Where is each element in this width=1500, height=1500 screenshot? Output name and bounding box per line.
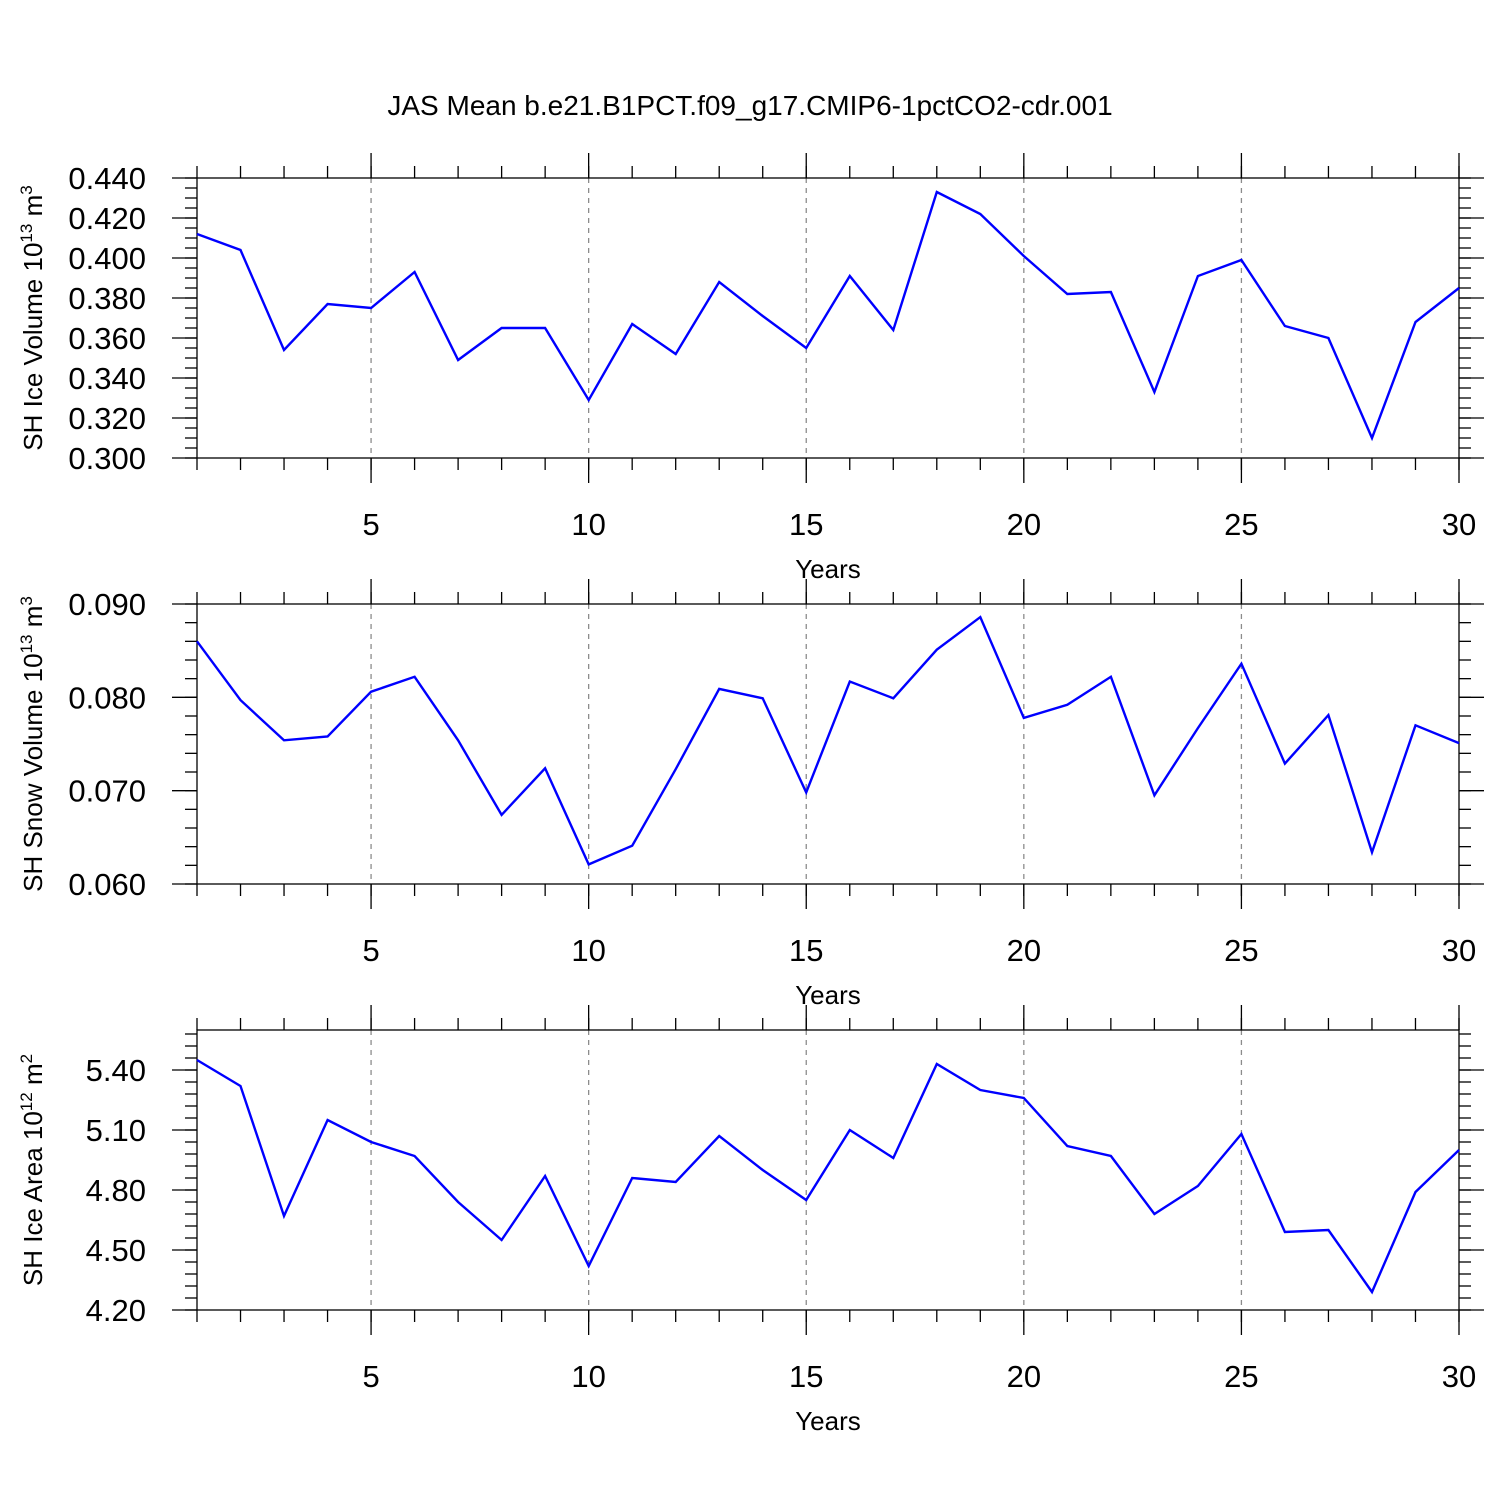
y-axis-label-exp: 13 (17, 634, 36, 653)
y-tick-label: 0.060 (68, 867, 146, 902)
x-tick-label: 25 (1224, 933, 1258, 968)
y-tick-label: 0.090 (68, 587, 146, 622)
y-axis-label-base: SH Snow Volume 10 (18, 653, 48, 891)
x-tick-label: 5 (362, 1359, 379, 1394)
x-tick-label: 10 (571, 507, 605, 542)
y-tick-label: 0.360 (68, 321, 146, 356)
y-axis-label-unit-exp: 3 (17, 185, 36, 194)
y-axis-label: SH Ice Area 1012 m2 (17, 1054, 48, 1286)
y-tick-label: 0.340 (68, 361, 146, 396)
y-tick-label: 5.10 (86, 1113, 146, 1148)
y-tick-label: 0.300 (68, 441, 146, 476)
x-tick-label: 10 (571, 933, 605, 968)
plot-frame (196, 1029, 1460, 1311)
y-tick-label: 0.380 (68, 281, 146, 316)
y-tick-label: 4.20 (86, 1293, 146, 1328)
y-axis-label-unit: m (18, 195, 48, 224)
x-tick-label: 15 (789, 507, 823, 542)
x-tick-label: 10 (571, 1359, 605, 1394)
y-tick-label: 0.440 (68, 161, 146, 196)
y-tick-label: 0.070 (68, 774, 146, 809)
y-axis-label: SH Ice Volume 1013 m3 (17, 185, 48, 450)
x-tick-label: 20 (1007, 1359, 1041, 1394)
y-tick-label: 5.40 (86, 1053, 146, 1088)
y-axis-label-base: SH Ice Area 10 (18, 1111, 48, 1286)
y-tick-label: 0.400 (68, 241, 146, 276)
x-axis-label: Years (795, 980, 861, 1010)
plot-frame (196, 603, 1460, 885)
panel-1: 5 10 15 20 25 30 0.300 0.320 0.340 0.360 0.380 0.40… (17, 153, 1484, 584)
x-tick-label: 5 (362, 933, 379, 968)
x-tick-label: 25 (1224, 1359, 1258, 1394)
y-axis-label-unit: m (18, 1063, 48, 1092)
y-axis-label-base: SH Ice Volume 10 (18, 243, 48, 451)
series-line (196, 615, 1460, 866)
x-tick-label: 20 (1007, 933, 1041, 968)
y-tick-label: 4.80 (86, 1173, 146, 1208)
series-line (196, 1058, 1460, 1295)
x-tick-label: 20 (1007, 507, 1041, 542)
plot-frame (196, 177, 1460, 459)
panel-2: 5 10 15 20 25 30 0.060 0.070 0.080 0.090 Years SH S… (17, 579, 1484, 1010)
panel-3: 5 10 15 20 25 30 4.20 4.50 4.80 5.10 5.40 Years SH I… (17, 1005, 1484, 1436)
x-axis-label: Years (795, 554, 861, 584)
x-axis-label: Years (795, 1406, 861, 1436)
y-tick-label: 0.420 (68, 201, 146, 236)
y-axis-label-exp: 13 (17, 224, 36, 243)
x-tick-label: 15 (789, 1359, 823, 1394)
x-tick-label: 30 (1442, 1359, 1476, 1394)
x-tick-label: 25 (1224, 507, 1258, 542)
x-tick-label: 15 (789, 933, 823, 968)
y-axis-label: SH Snow Volume 1013 m3 (17, 596, 48, 892)
y-tick-label: 0.080 (68, 680, 146, 715)
x-tick-label: 5 (362, 507, 379, 542)
y-tick-label: 4.50 (86, 1233, 146, 1268)
figure-title: JAS Mean b.e21.B1PCT.f09_g17.CMIP6-1pctC… (387, 90, 1112, 121)
y-tick-label: 0.320 (68, 401, 146, 436)
series-line (196, 190, 1460, 442)
y-axis-label-unit-exp: 3 (17, 596, 36, 605)
x-tick-label: 30 (1442, 933, 1476, 968)
y-axis-label-unit: m (18, 606, 48, 635)
y-axis-label-exp: 12 (17, 1092, 36, 1111)
y-axis-label-unit-exp: 2 (17, 1054, 36, 1063)
x-tick-label: 30 (1442, 507, 1476, 542)
